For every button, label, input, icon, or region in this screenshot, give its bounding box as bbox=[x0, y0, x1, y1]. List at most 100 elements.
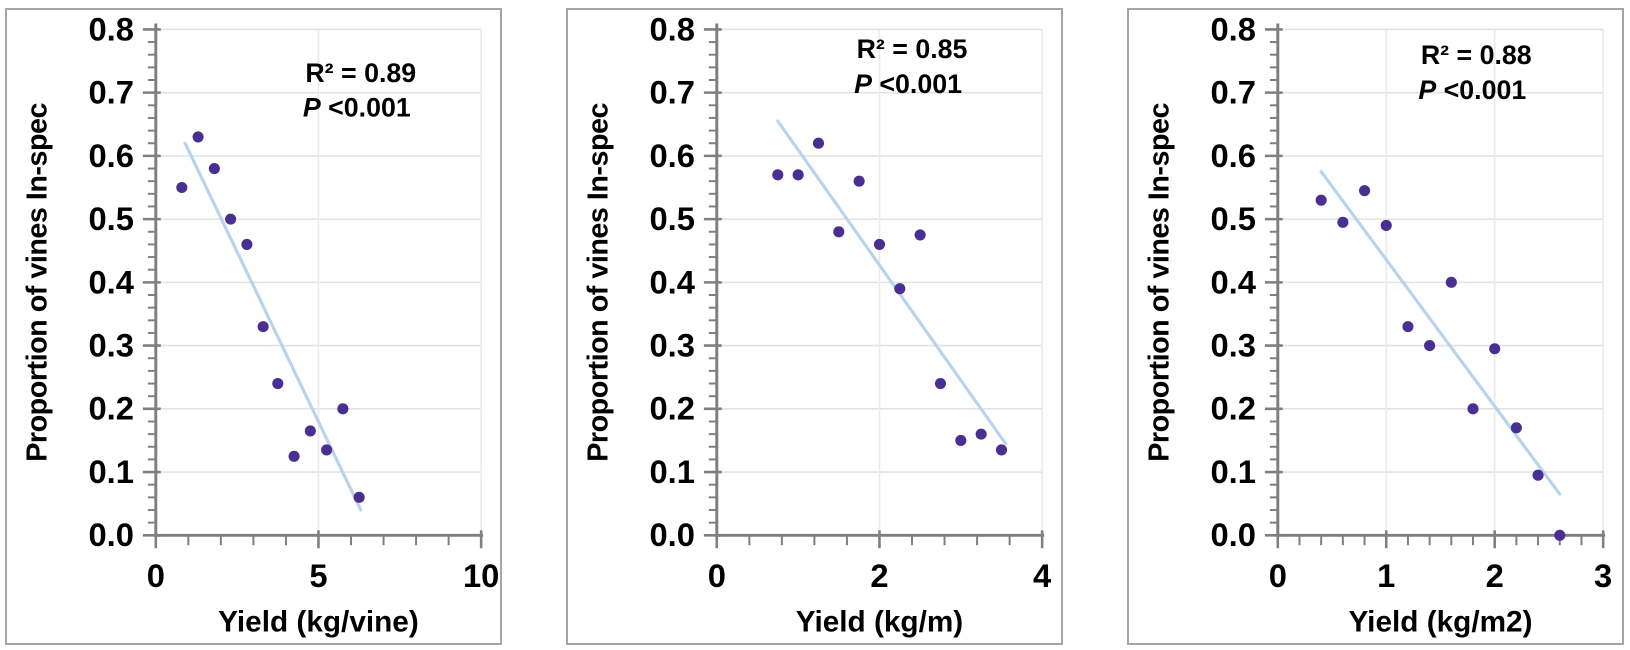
data-point bbox=[1337, 216, 1349, 228]
x-tick-label: 4 bbox=[1033, 557, 1052, 594]
y-tick-label: 0.5 bbox=[88, 200, 133, 237]
y-tick-label: 0.2 bbox=[88, 390, 133, 427]
data-point bbox=[272, 377, 284, 390]
y-axis-title: Proportion of vines In-spec bbox=[583, 102, 615, 461]
x-tick-label: 0 bbox=[708, 557, 726, 594]
y-axis-title: Proportion of vines In-spec bbox=[1144, 102, 1176, 461]
data-point bbox=[914, 229, 926, 241]
r-squared-annotation: R² = 0.85 bbox=[857, 34, 968, 64]
y-tick-label: 0.7 bbox=[88, 74, 133, 111]
data-point bbox=[1467, 403, 1479, 415]
tick-labels: 0.0 0.1 0.2 0.3 0.4 0.5 0.6 0.7 0.8 0 2 4 bbox=[649, 10, 1052, 594]
x-tick-label: 2 bbox=[1486, 557, 1504, 594]
data-point bbox=[225, 213, 237, 225]
data-point bbox=[192, 131, 204, 143]
y-tick-label: 0.3 bbox=[649, 327, 694, 364]
x-tick-label: 2 bbox=[870, 557, 888, 594]
data-point bbox=[1445, 276, 1457, 288]
x-tick-label: 5 bbox=[309, 557, 327, 594]
gridlines bbox=[155, 28, 482, 536]
data-point bbox=[1359, 185, 1371, 197]
data-point bbox=[975, 428, 987, 440]
x-tick-label: 0 bbox=[1269, 557, 1287, 594]
r-squared-annotation: R² = 0.89 bbox=[305, 58, 416, 88]
x-tick-label: 3 bbox=[1594, 557, 1612, 594]
data-point bbox=[1424, 340, 1436, 352]
scatter-chart-kg-m2: 0.0 0.1 0.2 0.3 0.4 0.5 0.6 0.7 0.8 0 1 2 3 Yield (kg… bbox=[1144, 10, 1613, 638]
y-tick-label: 0.6 bbox=[88, 137, 133, 174]
y-tick-label: 0.5 bbox=[1210, 200, 1255, 237]
scatter-chart-kg-vine: 0.0 0.1 0.2 0.3 0.4 0.5 0.6 0.7 0.8 0 5 10 Yield (kg… bbox=[22, 10, 500, 639]
p-value-annotation: P <0.001 bbox=[1418, 75, 1526, 105]
y-tick-label: 0.6 bbox=[649, 137, 694, 174]
data-point bbox=[934, 377, 947, 390]
data-point bbox=[1315, 194, 1327, 206]
x-axis-title: Yield (kg/m) bbox=[796, 606, 964, 639]
y-tick-label: 0.1 bbox=[1210, 453, 1255, 490]
data-point bbox=[288, 450, 300, 462]
data-points bbox=[772, 137, 1008, 456]
axes bbox=[1264, 23, 1606, 549]
tick-labels: 0.0 0.1 0.2 0.3 0.4 0.5 0.6 0.7 0.8 0 5 10 bbox=[88, 10, 499, 594]
data-point bbox=[1532, 469, 1544, 481]
gridlines bbox=[716, 28, 1043, 536]
data-point bbox=[257, 321, 269, 333]
axes bbox=[703, 23, 1045, 549]
tick-labels: 0.0 0.1 0.2 0.3 0.4 0.5 0.6 0.7 0.8 0 1 2 3 bbox=[1210, 10, 1612, 594]
y-tick-label: 0.4 bbox=[1210, 263, 1256, 300]
x-axis-title: Yield (kg/vine) bbox=[218, 606, 419, 639]
data-point bbox=[1489, 343, 1501, 355]
p-value-annotation: P <0.001 bbox=[303, 93, 411, 123]
y-tick-label: 0.8 bbox=[1210, 10, 1255, 47]
data-point bbox=[337, 403, 349, 415]
data-point bbox=[873, 238, 886, 250]
y-tick-label: 0.7 bbox=[1210, 74, 1255, 111]
data-points bbox=[176, 131, 365, 503]
y-tick-label: 0.0 bbox=[88, 516, 133, 553]
y-tick-label: 0.4 bbox=[649, 263, 695, 300]
x-tick-label: 1 bbox=[1377, 557, 1395, 594]
x-tick-label: 0 bbox=[147, 557, 165, 594]
panel-yield-kg-vine: 0.0 0.1 0.2 0.3 0.4 0.5 0.6 0.7 0.8 0 5 10 Yield (kg… bbox=[5, 8, 502, 645]
data-point bbox=[792, 169, 804, 181]
y-tick-label: 0.3 bbox=[88, 327, 133, 364]
panel-yield-kg-m2: 0.0 0.1 0.2 0.3 0.4 0.5 0.6 0.7 0.8 0 1 2 3 Yield (kg… bbox=[1127, 8, 1624, 645]
data-point bbox=[772, 169, 784, 181]
data-point bbox=[353, 491, 365, 503]
gridlines bbox=[1277, 28, 1604, 536]
y-tick-label: 0.4 bbox=[88, 263, 134, 300]
scatter-chart-kg-m: 0.0 0.1 0.2 0.3 0.4 0.5 0.6 0.7 0.8 0 2 4 Yield (kg/… bbox=[583, 10, 1052, 639]
y-tick-label: 0.1 bbox=[649, 453, 694, 490]
data-point bbox=[1380, 219, 1392, 231]
data-point bbox=[1510, 422, 1522, 434]
data-point bbox=[241, 238, 253, 250]
r-squared-annotation: R² = 0.88 bbox=[1421, 40, 1532, 70]
y-tick-label: 0.6 bbox=[1210, 137, 1255, 174]
y-tick-label: 0.0 bbox=[1210, 516, 1255, 553]
y-tick-label: 0.2 bbox=[1210, 390, 1255, 427]
data-point bbox=[304, 425, 316, 437]
data-point bbox=[812, 137, 825, 149]
data-point bbox=[853, 175, 865, 187]
data-point bbox=[1554, 529, 1566, 541]
data-point bbox=[995, 444, 1008, 456]
data-point bbox=[955, 434, 967, 447]
trendline bbox=[183, 141, 363, 512]
y-tick-label: 0.5 bbox=[649, 200, 694, 237]
x-tick-label: 10 bbox=[463, 557, 499, 594]
axes bbox=[142, 23, 484, 549]
data-points bbox=[1315, 185, 1566, 541]
y-tick-label: 0.0 bbox=[649, 516, 694, 553]
y-tick-label: 0.1 bbox=[88, 453, 133, 490]
y-tick-label: 0.2 bbox=[649, 390, 694, 427]
data-point bbox=[833, 226, 845, 238]
y-axis-title: Proportion of vines In-spec bbox=[22, 102, 54, 461]
data-point bbox=[1402, 321, 1414, 333]
trendline bbox=[1319, 170, 1562, 496]
y-tick-label: 0.8 bbox=[649, 10, 694, 47]
y-tick-label: 0.7 bbox=[649, 74, 694, 111]
data-point bbox=[321, 444, 333, 456]
trendline bbox=[776, 119, 1008, 446]
panel-yield-kg-m: 0.0 0.1 0.2 0.3 0.4 0.5 0.6 0.7 0.8 0 2 4 Yield (kg/… bbox=[566, 8, 1063, 645]
data-point bbox=[176, 181, 188, 194]
